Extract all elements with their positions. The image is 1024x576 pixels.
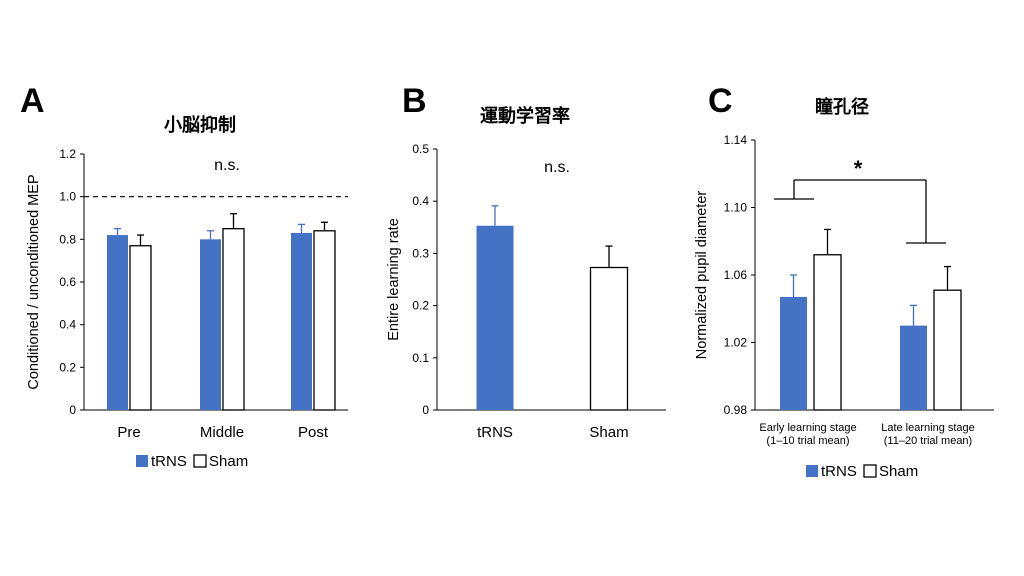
panel-c-title: 瞳孔径 (815, 96, 869, 118)
panel-b-y-tick-label: 0.1 (412, 351, 429, 365)
legend-trns-label: tRNS (821, 463, 857, 480)
panel-a-y-tick-label: 0.6 (59, 275, 76, 289)
panel-a-y-axis-label: Conditioned / unconditioned MEP (26, 174, 42, 389)
panel-b-category-label: Sham (589, 424, 628, 441)
legend-sham-label: Sham (879, 463, 918, 480)
panel-b-title: 運動学習率 (480, 105, 570, 127)
legend-trns-swatch (806, 465, 818, 477)
panel-a-y-tick-label: 1.0 (59, 190, 76, 204)
legend-trns-swatch (136, 455, 148, 467)
panel-c-y-tick-label: 0.98 (724, 403, 748, 417)
panel-a-category-label: Post (298, 424, 329, 441)
panel-b-y-axis-label: Entire learning rate (386, 218, 402, 341)
panel-a-y-tick-label: 0.2 (59, 360, 76, 374)
panel-c-bar-sham-late (933, 289, 962, 411)
panel-a-y-tick-label: 0 (69, 403, 76, 417)
panel-b-letter: B (402, 82, 427, 120)
panel-c-bar-trns-early (780, 296, 807, 410)
legend-sham-swatch (193, 454, 207, 468)
panel-b-y-tick-label: 0.2 (412, 299, 429, 313)
panel-a-bar-trns-post (291, 232, 312, 410)
panel-b-y-tick-label: 0.5 (412, 142, 429, 156)
panel-c-y-tick-label: 1.14 (724, 133, 748, 147)
legend-sham-swatch (863, 464, 877, 478)
panel-a-y-tick-label: 0.8 (59, 232, 76, 246)
panel-c-y-axis-label: Normalized pupil diameter (694, 191, 710, 360)
panel-c-bar-sham-early (813, 254, 842, 411)
panel-c-category-label: Early learning stage (759, 422, 856, 434)
panel-a-bar-trns-pre (107, 235, 128, 410)
panel-b-y-tick-label: 0 (422, 403, 429, 417)
legend-trns-label: tRNS (151, 453, 187, 470)
panel-a-bar-sham-middle (222, 228, 245, 411)
panel-a-y-tick-label: 1.2 (59, 147, 76, 161)
panel-b-bar-sham (589, 266, 629, 411)
panel-c-category-label: Late learning stage (881, 422, 975, 434)
panel-c-y-tick-label: 1.10 (724, 201, 748, 215)
panel-b-bar-trns (476, 225, 514, 410)
panel-c-bar-trns-late (900, 325, 927, 410)
panel-a-ns-label: n.s. (214, 157, 240, 174)
panel-a-bar-sham-post (313, 230, 336, 411)
panel-b-y-tick-label: 0.4 (412, 194, 429, 208)
panel-a-category-label: Pre (117, 424, 140, 441)
panel-c-category-label: (11–20 trial mean) (884, 435, 972, 447)
panel-c-category-label: (1–10 trial mean) (766, 435, 849, 447)
panel-c-letter: C (708, 82, 733, 120)
panel-b-category-label: tRNS (477, 424, 513, 441)
panel-c-y-tick-label: 1.06 (724, 268, 748, 282)
panel-a-y-tick-label: 0.4 (59, 318, 76, 332)
panel-c-y-tick-label: 1.02 (724, 336, 748, 350)
legend-sham-label: Sham (209, 453, 248, 470)
panel-b-ns-label: n.s. (544, 159, 570, 176)
panel-a-title: 小脳抑制 (164, 115, 236, 136)
panel-a-category-label: Middle (200, 424, 244, 441)
panel-a-bar-trns-middle (200, 239, 221, 410)
panel-a-bar-sham-pre (129, 245, 152, 411)
panel-a-letter: A (20, 82, 45, 120)
panel-c-significance-star: * (854, 156, 863, 181)
panel-b-y-tick-label: 0.3 (412, 246, 429, 260)
